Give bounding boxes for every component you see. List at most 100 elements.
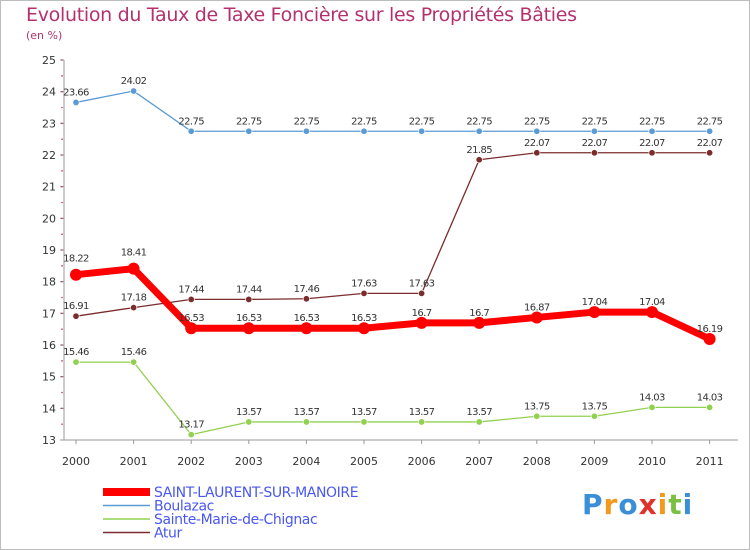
data-label: 22.75: [639, 116, 665, 127]
data-label: 15.46: [121, 347, 147, 358]
x-tick-label: 2003: [235, 455, 263, 468]
data-point: [533, 127, 541, 135]
data-label: 16.87: [524, 302, 550, 313]
legend-label-1: Boulazac: [154, 499, 214, 515]
data-label: 15.46: [63, 347, 89, 358]
data-point: [358, 322, 370, 335]
y-tick-label: 19: [42, 244, 56, 257]
y-minor-tick: [61, 328, 63, 330]
y-minor-tick: [61, 154, 63, 156]
y-minor-tick: [61, 90, 63, 93]
y-minor-tick: [61, 122, 63, 125]
x-tick-label: 2007: [465, 455, 493, 468]
data-label: 17.63: [351, 278, 377, 289]
y-tick-label: 14: [42, 402, 56, 415]
data-label: 22.75: [351, 116, 377, 127]
data-point: [703, 332, 716, 345]
data-label: 17.44: [236, 284, 262, 295]
data-label: 16.91: [63, 301, 89, 312]
data-point: [360, 418, 368, 426]
data-label: 23.66: [63, 87, 89, 98]
data-label: 22.75: [582, 116, 608, 127]
data-point: [360, 127, 368, 135]
data-point: [415, 316, 428, 329]
data-label: 13.57: [236, 407, 262, 418]
y-minor-tick: [61, 312, 63, 315]
y-tick-label: 24: [42, 86, 56, 99]
data-point: [187, 295, 195, 303]
data-label: 22.75: [178, 116, 204, 127]
data-label: 22.07: [697, 138, 723, 149]
y-tick-label: 13: [42, 434, 56, 447]
x-tick-label: 2002: [177, 455, 205, 468]
data-label: 21.85: [466, 145, 492, 156]
data-label: 18.41: [121, 248, 147, 259]
y-minor-tick: [61, 59, 63, 61]
data-label: 22.07: [639, 138, 665, 149]
data-label: 22.75: [466, 116, 492, 127]
y-tick-label: 15: [42, 371, 56, 384]
data-point: [533, 412, 541, 420]
data-label: 14.03: [697, 392, 723, 403]
y-minor-tick: [61, 280, 63, 283]
data-point: [302, 127, 310, 135]
data-point: [130, 87, 138, 95]
data-point: [187, 127, 195, 135]
data-point: [648, 127, 656, 135]
x-tick-label: 2000: [62, 455, 90, 468]
data-point: [70, 268, 82, 281]
data-point: [588, 306, 601, 319]
series-line-0: [72, 265, 714, 343]
y-minor-tick: [61, 249, 63, 251]
data-point: [706, 127, 714, 135]
x-tick-label: 2010: [638, 455, 666, 468]
data-label: 17.44: [178, 284, 204, 295]
data-point: [648, 149, 656, 157]
y-tick-label: 16: [42, 339, 56, 352]
data-point: [72, 312, 80, 320]
y-tick-label: 18: [42, 276, 56, 289]
data-label: 13.57: [351, 407, 377, 418]
data-label: 13.57: [466, 407, 492, 418]
x-tick-label: 2011: [696, 455, 724, 468]
data-point: [300, 322, 313, 335]
data-label: 16.53: [236, 313, 262, 324]
x-tick-label: 2008: [523, 455, 551, 468]
data-point: [475, 127, 483, 135]
data-label: 17.18: [121, 293, 147, 304]
data-label: 17.63: [409, 278, 435, 289]
y-minor-tick: [61, 375, 63, 378]
data-point: [590, 412, 598, 420]
data-label: 22.07: [524, 138, 550, 149]
x-tick-label: 2009: [580, 455, 608, 468]
y-minor-tick: [61, 170, 63, 172]
data-point: [130, 304, 138, 312]
data-point: [590, 149, 598, 157]
y-tick-label: 25: [42, 54, 56, 67]
x-tick-label: 2001: [120, 455, 148, 468]
data-point: [418, 289, 426, 297]
data-point: [245, 127, 253, 135]
x-tick-label: 2005: [350, 455, 378, 468]
y-minor-tick: [61, 344, 63, 346]
data-point: [418, 418, 426, 426]
data-point: [130, 358, 138, 366]
y-minor-tick: [61, 391, 63, 394]
chart-title: Evolution du Taux de Taxe Foncière sur l…: [26, 4, 577, 26]
data-point: [127, 262, 140, 275]
data-point: [706, 403, 714, 411]
y-minor-tick: [61, 407, 63, 410]
data-point: [473, 316, 486, 329]
data-point: [187, 431, 195, 439]
y-minor-tick: [61, 185, 63, 188]
data-label: 22.75: [409, 116, 435, 127]
y-tick-label: 22: [42, 149, 56, 162]
y-minor-tick: [61, 75, 63, 77]
data-label: 16.7: [412, 308, 432, 319]
data-point: [590, 127, 598, 135]
data-label: 13.57: [409, 407, 435, 418]
y-tick-label: 23: [42, 117, 56, 130]
data-point: [533, 149, 541, 157]
data-point: [242, 322, 255, 335]
